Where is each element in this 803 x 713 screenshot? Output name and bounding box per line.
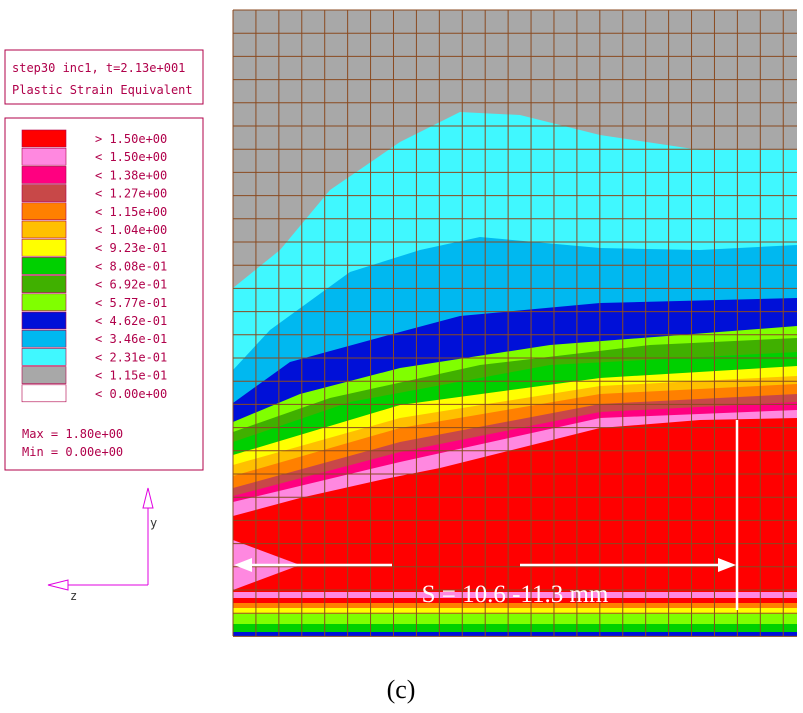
- header-box: [4, 49, 204, 105]
- axis-triad: [47, 487, 154, 591]
- legend-label: < 1.38e+00: [95, 168, 167, 182]
- legend-swatch: [21, 129, 67, 148]
- legend-label: < 4.62e-01: [95, 314, 167, 328]
- legend-swatch: [21, 311, 67, 330]
- legend-swatch: [21, 202, 67, 221]
- legend-label: < 9.23e-01: [95, 241, 167, 255]
- legend-swatch: [21, 348, 67, 366]
- legend-label: < 1.04e+00: [95, 223, 167, 237]
- legend-swatch: [21, 220, 67, 239]
- legend-label: < 1.27e+00: [95, 187, 167, 201]
- dimension-arrow: [234, 420, 739, 610]
- header-line: step30 inc1, t=2.13e+001: [12, 61, 185, 75]
- caption: (c): [387, 675, 416, 704]
- legend-swatch: [21, 329, 67, 348]
- axis-label: z: [70, 589, 77, 603]
- legend-swatch: [21, 366, 67, 384]
- legend-label: < 2.31e-01: [95, 350, 167, 364]
- axis-label: y: [150, 516, 157, 530]
- legend-label: < 3.46e-01: [95, 332, 167, 346]
- legend-label: < 5.77e-01: [95, 296, 167, 310]
- legend-label: < 0.00e+00: [95, 387, 167, 401]
- min-label: Min = 0.00e+00: [22, 445, 123, 459]
- legend-swatch: [21, 147, 67, 166]
- legend-swatch: [21, 293, 67, 312]
- legend-swatch: [21, 184, 67, 202]
- legend-swatch: [21, 257, 67, 275]
- legend-label: < 1.15e-01: [95, 369, 167, 383]
- legend-label: > 1.50e+00: [95, 132, 167, 146]
- header-line: Plastic Strain Equivalent: [12, 83, 193, 97]
- legend-swatch: [21, 166, 67, 184]
- annotation: S = 10.6 -11.3 mm: [422, 581, 609, 608]
- legend-label: < 8.08e-01: [95, 259, 167, 273]
- legend-swatch: [21, 275, 67, 293]
- legend-label: < 1.15e+00: [95, 205, 167, 219]
- legend-label: < 1.50e+00: [95, 150, 167, 164]
- legend-swatch: [21, 238, 67, 257]
- max-label: Max = 1.80e+00: [22, 427, 123, 441]
- legend-label: < 6.92e-01: [95, 278, 167, 292]
- legend-swatch: [21, 384, 67, 403]
- contour-plot: [233, 10, 797, 636]
